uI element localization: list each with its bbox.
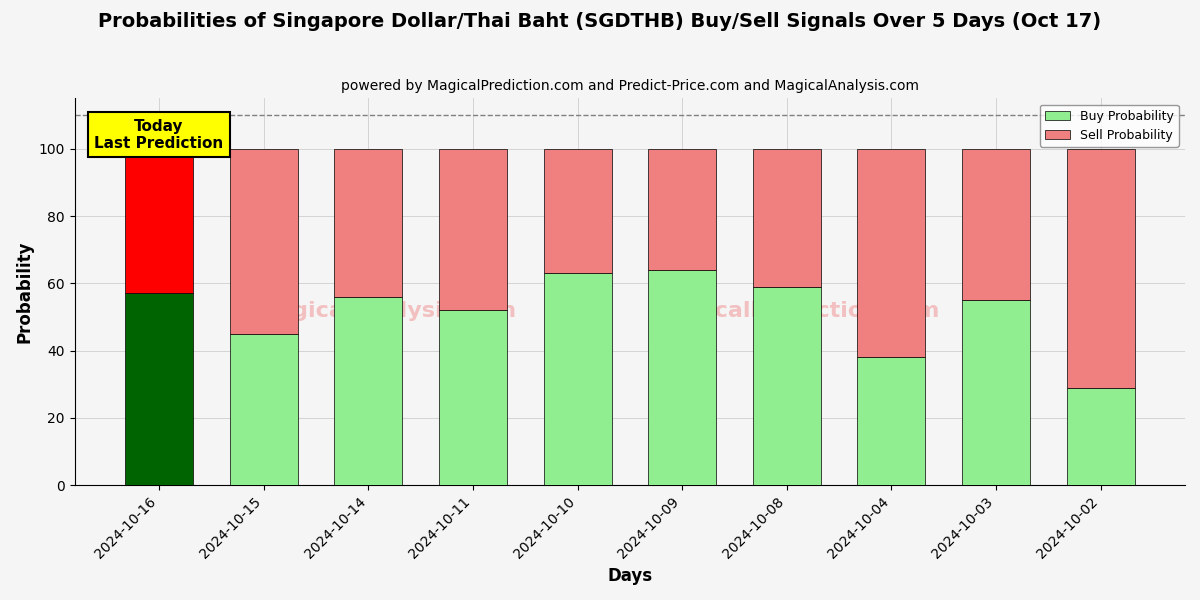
Bar: [857, 149, 925, 358]
Text: Probabilities of Singapore Dollar/Thai Baht (SGDTHB) Buy/Sell Signals Over 5 Day: Probabilities of Singapore Dollar/Thai B…: [98, 12, 1102, 31]
Text: Today
Last Prediction: Today Last Prediction: [95, 119, 223, 151]
Y-axis label: Probability: Probability: [16, 241, 34, 343]
Title: powered by MagicalPrediction.com and Predict-Price.com and MagicalAnalysis.com: powered by MagicalPrediction.com and Pre…: [341, 79, 919, 93]
Bar: [125, 149, 193, 293]
Text: MagicalAnalysis.com: MagicalAnalysis.com: [254, 301, 516, 321]
Bar: [1067, 388, 1134, 485]
Bar: [648, 149, 716, 270]
Text: MagicalPrediction.com: MagicalPrediction.com: [654, 301, 940, 321]
Bar: [544, 273, 612, 485]
Bar: [229, 149, 298, 334]
Bar: [1067, 149, 1134, 388]
Bar: [229, 334, 298, 485]
Bar: [857, 358, 925, 485]
Bar: [439, 310, 506, 485]
Bar: [335, 149, 402, 297]
Legend: Buy Probability, Sell Probability: Buy Probability, Sell Probability: [1040, 104, 1178, 147]
Bar: [125, 293, 193, 485]
Bar: [962, 300, 1030, 485]
Bar: [752, 287, 821, 485]
X-axis label: Days: Days: [607, 567, 653, 585]
Bar: [544, 149, 612, 273]
Bar: [962, 149, 1030, 300]
Bar: [648, 270, 716, 485]
Bar: [439, 149, 506, 310]
Bar: [752, 149, 821, 287]
Bar: [335, 297, 402, 485]
